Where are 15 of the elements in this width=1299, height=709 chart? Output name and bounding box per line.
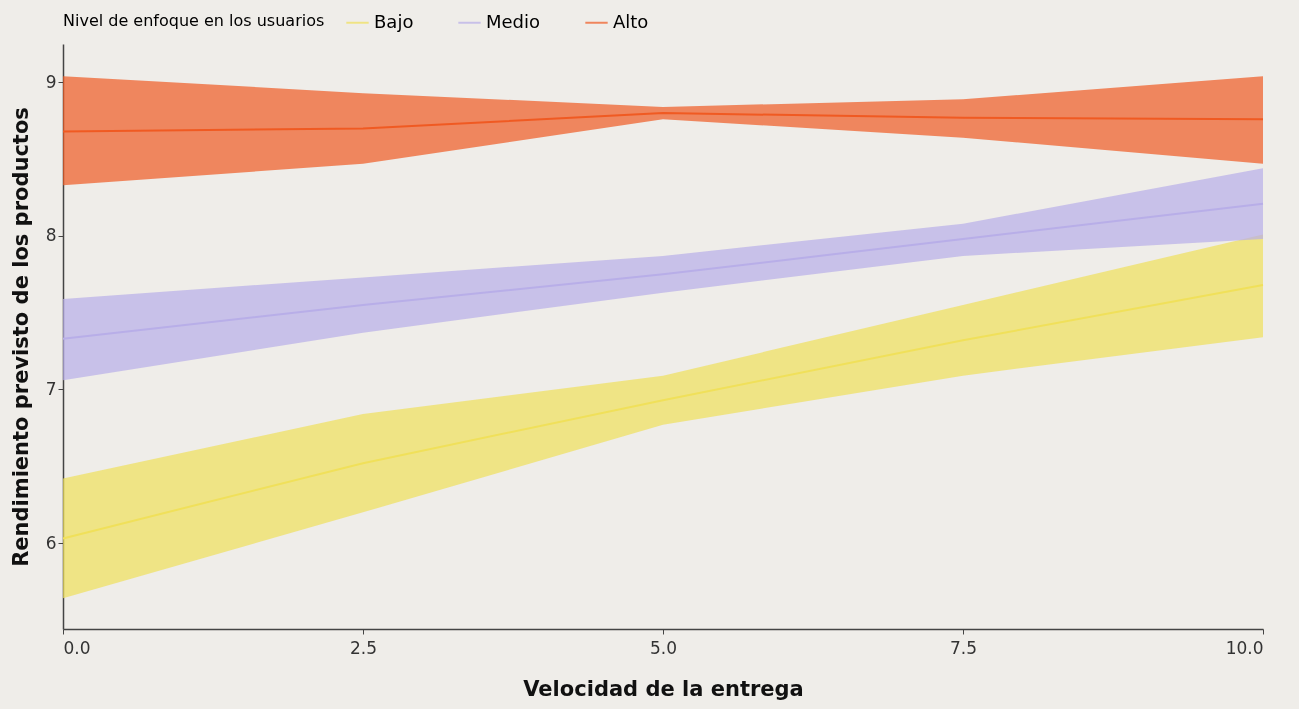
legend-label: Bajo: [374, 10, 414, 32]
x-tick-label: 5.0: [649, 637, 678, 658]
x-tick-label: 10.0: [1225, 637, 1264, 658]
x-axis-title: Velocidad de la entrega: [523, 676, 804, 701]
y-tick-label: 8: [45, 225, 57, 246]
y-tick-label: 6: [45, 532, 57, 553]
x-tick-label: 2.5: [349, 637, 378, 658]
x-tick-label: 0.0: [63, 637, 91, 658]
y-axis-title: Rendimiento previsto de los productos: [8, 107, 33, 567]
legend-label: Alto: [613, 10, 649, 32]
y-tick-label: 9: [45, 71, 57, 92]
y-tick-label: 7: [45, 378, 57, 399]
legend-title: Nivel de enfoque en los usuarios: [63, 11, 325, 30]
x-tick-label: 7.5: [949, 637, 978, 658]
legend-label: Medio: [486, 10, 541, 32]
